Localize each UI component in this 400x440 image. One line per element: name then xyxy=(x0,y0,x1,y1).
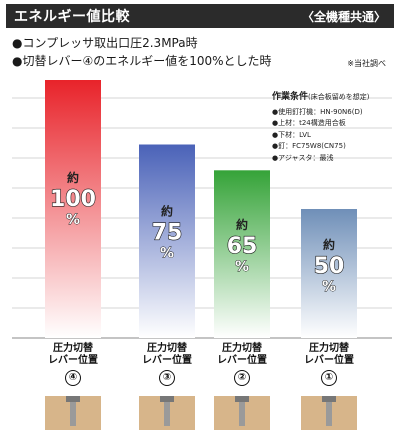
model-badge: 〈全機種共通〉 xyxy=(301,9,386,24)
value-label: 65 xyxy=(227,234,258,259)
category-label-lever-3: 圧力切替 レバー位置 ③ xyxy=(122,343,212,386)
value-unit-label: % xyxy=(235,259,249,275)
work-condition-nailer: ●使用釘打機：HN-90N6(D) xyxy=(272,107,363,116)
work-condition-bottom: ●下材：LVL xyxy=(272,130,311,139)
value-unit-label: % xyxy=(322,279,336,295)
category-label-lever-1: 圧力切替 レバー位置 ① xyxy=(284,343,374,386)
nail-shaft xyxy=(164,402,170,426)
nail-illustration xyxy=(214,396,270,430)
value-unit-label: % xyxy=(160,245,174,261)
chart-data-labels: 約 100% 約 75% 約 65% 約 50% xyxy=(49,170,345,296)
work-condition-top: ●上材：t24構造用合板 xyxy=(272,119,346,127)
value-label: 50 xyxy=(314,254,345,279)
category-line1: 圧力切替 xyxy=(309,343,349,354)
work-conditions-box: 作業条件(床合板留めを想定) ●使用釘打機：HN-90N6(D) ●上材：t24… xyxy=(272,92,398,164)
nail-head xyxy=(66,396,80,402)
category-line2: レバー位置 xyxy=(217,355,267,366)
work-condition-adjuster: ●アジャスタ：最浅 xyxy=(272,153,334,162)
chart-bars xyxy=(45,80,357,338)
work-condition-nail: ●釘：FC75W8(CN75) xyxy=(272,142,346,150)
condition-pressure: ●コンプレッサ取出口圧2.3MPa時 xyxy=(12,36,198,50)
nail-head xyxy=(322,396,336,402)
category-label-lever-2: 圧力切替 レバー位置 ② xyxy=(197,343,287,386)
value-label: 100 xyxy=(50,187,96,212)
page-title: エネルギー値比較 xyxy=(14,9,130,25)
category-line2: レバー位置 xyxy=(304,355,354,366)
value-prefix-label: 約 xyxy=(323,237,335,252)
category-number: ① xyxy=(321,370,337,386)
nail-shaft xyxy=(239,402,245,426)
value-prefix-label: 約 xyxy=(161,203,173,218)
nail-shaft xyxy=(326,402,332,426)
nail-head xyxy=(160,396,174,402)
nail-shaft xyxy=(70,402,76,426)
conditions-list: ●コンプレッサ取出口圧2.3MPa時 ●切替レバー④のエネルギー値を100%とし… xyxy=(12,34,392,70)
value-label: 75 xyxy=(152,220,183,245)
category-number: ② xyxy=(234,370,250,386)
nail-head xyxy=(235,396,249,402)
category-line1: 圧力切替 xyxy=(147,343,187,354)
category-line2: レバー位置 xyxy=(142,355,192,366)
bar-lever-2 xyxy=(214,170,270,338)
category-number: ④ xyxy=(65,370,81,386)
category-number: ③ xyxy=(159,370,175,386)
category-line1: 圧力切替 xyxy=(53,343,93,354)
nail-illustration xyxy=(45,396,101,430)
category-label-lever-4: 圧力切替 レバー位置 ④ xyxy=(28,343,118,386)
bar-lever-3 xyxy=(139,144,195,338)
condition-baseline: ●切替レバー④のエネルギー値を100%とした時 xyxy=(12,54,272,68)
value-unit-label: % xyxy=(66,212,80,228)
bar-lever-4 xyxy=(45,80,101,338)
nail-illustration xyxy=(139,396,195,430)
category-line2: レバー位置 xyxy=(48,355,98,366)
value-prefix-label: 約 xyxy=(236,217,248,232)
nail-illustration xyxy=(301,396,357,430)
value-prefix-label: 約 xyxy=(67,170,79,185)
header-bar: エネルギー値比較 〈全機種共通〉 xyxy=(6,4,394,28)
survey-note: ※当社調べ xyxy=(347,59,386,68)
category-line1: 圧力切替 xyxy=(222,343,262,354)
bar-lever-1 xyxy=(301,209,357,338)
work-conditions-title: 作業条件(床合板留めを想定) xyxy=(272,92,370,102)
